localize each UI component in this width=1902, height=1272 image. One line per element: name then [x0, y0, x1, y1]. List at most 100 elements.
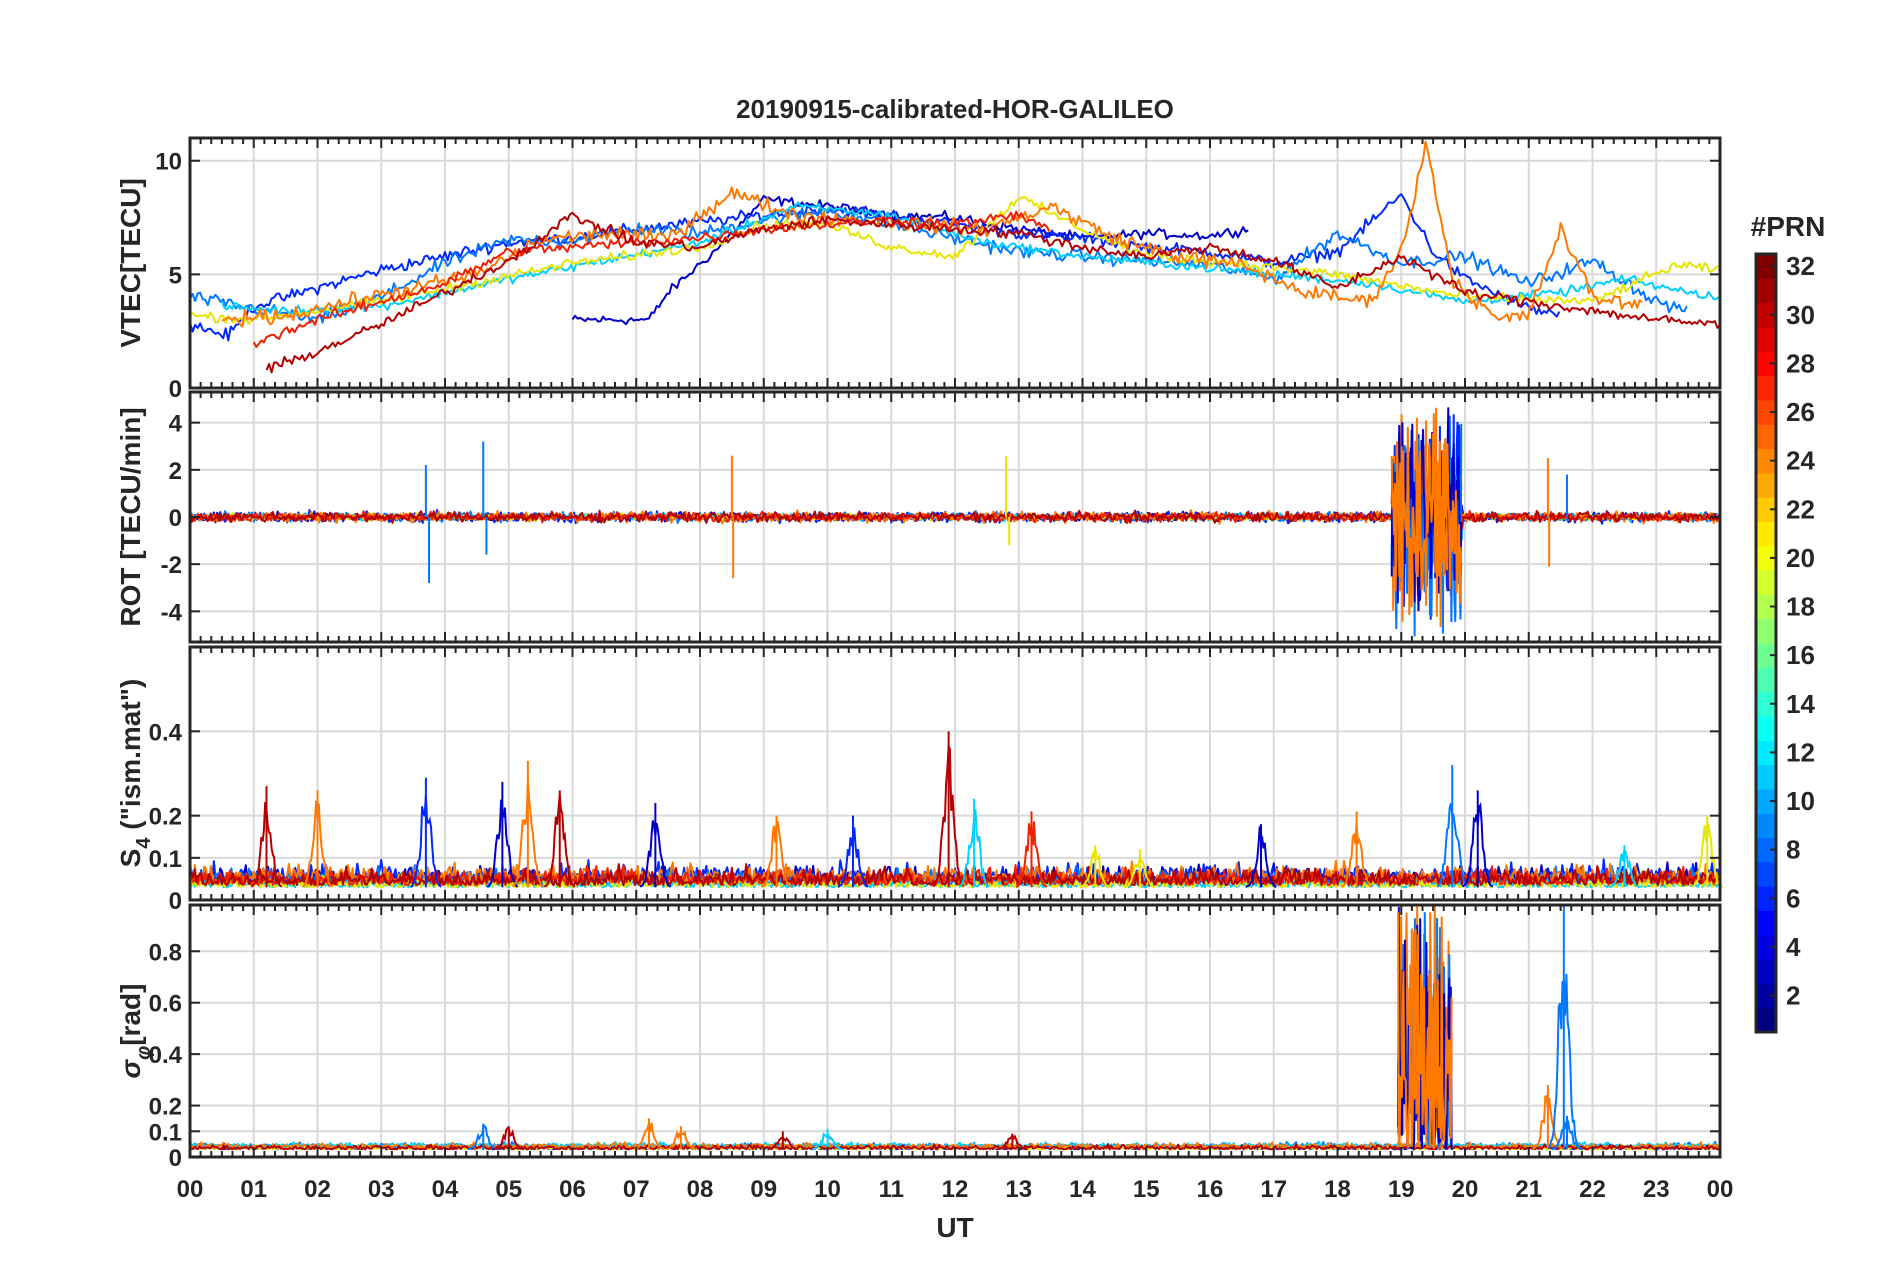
y-tick-label: 10	[155, 149, 182, 176]
colorbar-block	[1756, 521, 1776, 547]
y-tick-label: 0.4	[149, 719, 183, 746]
x-tick-labels: 00 01 02 03 04 05 06 07 08 09 10 11 12 13 14 15 16 17 18 19…	[177, 1176, 1734, 1203]
vtec-series	[189, 140, 1721, 374]
colorbar-block	[1756, 837, 1776, 863]
x-tick-label: 05	[495, 1176, 522, 1203]
s4-y-axis-label: S4 ("ism.mat")	[115, 679, 155, 868]
colorbar-block	[1756, 351, 1776, 377]
vtec-ticks	[189, 138, 1721, 389]
colorbar-block	[1756, 545, 1776, 571]
vtec-y-tick-labels: 0 5 10	[155, 149, 182, 403]
x-tick-label: 01	[240, 1176, 267, 1203]
rot-series	[189, 407, 1721, 637]
y-tick-label: 0.1	[149, 846, 182, 873]
x-tick-label: 23	[1643, 1176, 1670, 1203]
colorbar-tick-label: 20	[1786, 543, 1815, 573]
colorbar-tick-label: 28	[1786, 348, 1815, 378]
colorbar-block	[1756, 813, 1776, 839]
x-tick-label: 04	[432, 1176, 459, 1203]
x-tick-label: 13	[1005, 1176, 1032, 1203]
colorbar-block	[1756, 715, 1776, 741]
y-tick-label: 0	[169, 888, 182, 915]
y-tick-label: 5	[169, 262, 182, 289]
y-tick-label: 0.6	[149, 991, 182, 1018]
x-tick-label: 02	[304, 1176, 331, 1203]
x-tick-label: 00	[1707, 1176, 1734, 1203]
sigma-phi-y-tick-labels: 00.10.2 0.4 0.6 0.8	[149, 939, 183, 1172]
x-tick-label: 06	[559, 1176, 586, 1203]
colorbar-block	[1756, 375, 1776, 401]
x-tick-label: 19	[1388, 1176, 1415, 1203]
sigma-phi-ticks	[189, 905, 1721, 1158]
colorbar-block	[1756, 886, 1776, 912]
colorbar-tick-label: 10	[1786, 786, 1815, 816]
x-tick-label: 15	[1133, 1176, 1160, 1203]
colorbar-block	[1756, 618, 1776, 644]
y-tick-label: 2	[169, 458, 182, 485]
colorbar-block	[1756, 254, 1776, 279]
x-tick-label: 16	[1197, 1176, 1224, 1203]
y-tick-label: 0	[169, 505, 182, 532]
colorbar-tick-label: 2	[1786, 981, 1800, 1011]
colorbar-tick-label: 32	[1786, 251, 1815, 281]
y-tick-label: -2	[161, 552, 182, 579]
colorbar-frame	[1754, 252, 1778, 1034]
y-tick-label: 4	[169, 411, 183, 438]
colorbar-block	[1756, 983, 1776, 1009]
colorbar-tick-label: 16	[1786, 640, 1815, 670]
colorbar-tick-label: 4	[1786, 932, 1801, 962]
colorbar-block	[1756, 667, 1776, 693]
series-prn-11	[220, 201, 1720, 315]
colorbar-block	[1756, 910, 1776, 936]
s4-y-tick-labels: 0 0.1 0.2 0.4	[149, 719, 183, 915]
colorbar-block	[1756, 302, 1776, 328]
colorbar-tick-label: 30	[1786, 300, 1815, 330]
rot-y-axis-label: ROT [TECU/min]	[115, 407, 146, 626]
x-tick-label: 14	[1069, 1176, 1096, 1203]
y-tick-label: 0.4	[149, 1042, 183, 1069]
colorbar-block	[1756, 424, 1776, 450]
y-tick-label: 0	[169, 376, 182, 403]
colorbar-block	[1756, 861, 1776, 887]
x-tick-label: 10	[814, 1176, 841, 1203]
y-tick-label: 0.2	[149, 804, 182, 831]
x-tick-label: 18	[1324, 1176, 1351, 1203]
sigma-phi-y-axis-label: σφ[rad]	[115, 984, 155, 1079]
colorbar-block	[1756, 278, 1776, 304]
colorbar-block	[1756, 472, 1776, 498]
x-tick-label: 11	[879, 1176, 904, 1203]
x-tick-label: 20	[1452, 1176, 1479, 1203]
sigma-phi-panel: 00.10.2 0.4 0.6 0.8 σφ[rad]	[115, 903, 1722, 1172]
colorbar-tick-label: 26	[1786, 397, 1815, 427]
colorbar-tick-label: 12	[1786, 737, 1815, 767]
s4-label-main: S	[115, 849, 146, 868]
y-tick-label: 0.2	[149, 1094, 182, 1121]
colorbar-block	[1756, 959, 1776, 984]
x-axis-label: UT	[936, 1212, 973, 1243]
vtec-y-axis-label: VTEC[TECU]	[115, 178, 146, 348]
burst-series-4	[1390, 407, 1463, 628]
series-prn-4	[189, 193, 1561, 342]
rot-panel: -4 -2 0 2 4 ROT [TECU/min]	[115, 390, 1722, 644]
x-tick-label: 09	[750, 1176, 777, 1203]
colorbar-block	[1756, 399, 1776, 425]
colorbar-title: #PRN	[1751, 211, 1826, 242]
sigma-phi-label-sub: φ	[133, 1046, 155, 1060]
colorbar-tick-label: 24	[1786, 446, 1815, 476]
sigma-phi-label-main: σ	[115, 1058, 146, 1078]
x-tick-label: 21	[1515, 1176, 1542, 1203]
colorbar-blocks	[1756, 254, 1776, 1033]
y-tick-label: 0	[169, 1145, 182, 1172]
colorbar-block	[1756, 788, 1776, 814]
x-tick-label: 12	[942, 1176, 969, 1203]
colorbar-block	[1756, 448, 1776, 474]
colorbar-block	[1756, 497, 1776, 523]
colorbar-block	[1756, 691, 1776, 717]
series-prn-31	[189, 485, 1721, 550]
colorbar-block	[1756, 764, 1776, 790]
colorbar-block	[1756, 643, 1776, 668]
chart-title: 20190915-calibrated-HOR-GALILEO	[736, 94, 1174, 124]
x-tick-label: 03	[368, 1176, 395, 1203]
